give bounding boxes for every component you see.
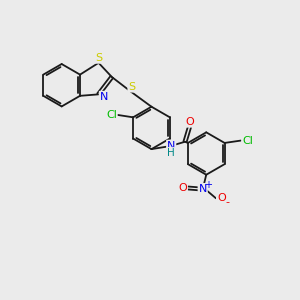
Text: H: H xyxy=(167,148,175,158)
Text: S: S xyxy=(128,82,135,92)
Text: O: O xyxy=(217,193,226,203)
Text: O: O xyxy=(178,183,187,193)
Text: O: O xyxy=(186,117,194,127)
Text: S: S xyxy=(96,53,103,63)
Text: Cl: Cl xyxy=(106,110,117,120)
Text: Cl: Cl xyxy=(242,136,253,146)
Text: N: N xyxy=(100,92,108,102)
Text: N: N xyxy=(199,184,207,194)
Text: N: N xyxy=(167,141,176,151)
Text: +: + xyxy=(204,180,212,190)
Text: -: - xyxy=(225,197,229,207)
